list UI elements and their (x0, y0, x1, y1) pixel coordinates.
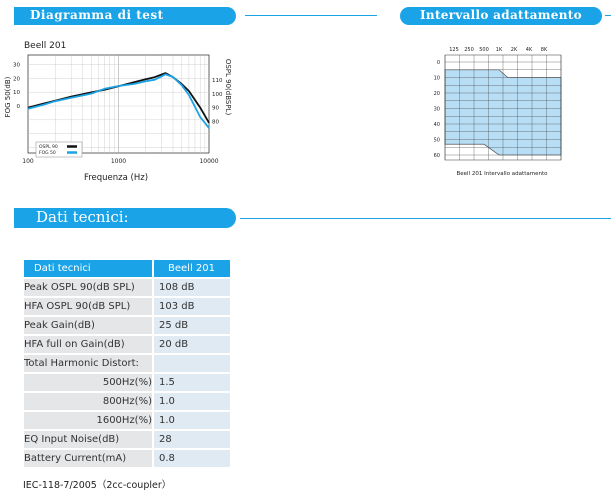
spec-value: 1.0 (152, 412, 230, 429)
section-title: Intervallo adattamento (420, 8, 582, 22)
x-tick-label: 10000 (199, 158, 218, 165)
section-title: Dati tecnici: (36, 208, 129, 226)
spec-label: 1600Hz(%) (24, 412, 152, 429)
chart-title: Beell 201 (24, 41, 66, 51)
table-header-cell: Beell 201 (152, 260, 230, 277)
section-title: Diagramma di test (30, 8, 164, 22)
section-banner-test: Diagramma di test (14, 7, 236, 25)
divider (245, 15, 377, 16)
y-tick-label: 20 (434, 91, 440, 97)
y-tick-label: 50 (434, 138, 440, 144)
y-tick-label: 30 (434, 107, 440, 113)
spec-label: Peak OSPL 90(dB SPL) (24, 279, 152, 296)
spec-value: 0.8 (152, 450, 230, 467)
x-tick-label: 1000 (111, 158, 126, 165)
y-axis-label-left: FOG 50(dB) (4, 76, 12, 117)
x-tick-label: 100 (22, 158, 34, 165)
series-line-ospl-90 (27, 72, 210, 124)
spec-value: 1.0 (152, 393, 230, 410)
table-row: Total Harmonic Distort: (24, 355, 230, 372)
spec-label: Peak Gain(dB) (24, 317, 152, 334)
x-tick-label: 2K (511, 47, 518, 53)
y-tick-label-left: 20 (13, 76, 20, 82)
x-tick-label: 4K (526, 47, 533, 53)
plot-frame (27, 54, 210, 154)
y-tick-label: 10 (434, 76, 440, 82)
chart-legend: OSPL 90 FOG 50 (35, 141, 83, 158)
table-header-cell: Dati tecnici (24, 260, 152, 277)
spec-label: HFA OSPL 90(dB SPL) (24, 298, 152, 315)
y-tick-label-right: 100 (212, 92, 223, 98)
series-line-fog-50 (27, 73, 210, 129)
spec-table: Dati tecnici Beell 201 Peak OSPL 90(dB S… (24, 258, 230, 469)
spec-value: 28 (152, 431, 230, 448)
y-tick-label: 0 (437, 60, 440, 66)
spec-value: 103 dB (152, 298, 230, 315)
y-tick-label: 40 (434, 122, 440, 128)
table-row: HFA full on Gain(dB) 20 dB (24, 336, 230, 353)
y-tick-label-right: 90 (212, 106, 219, 112)
spec-value: 108 dB (152, 279, 230, 296)
table-header-row: Dati tecnici Beell 201 (24, 260, 230, 277)
y-tick-label: 60 (434, 153, 440, 159)
legend-label-fog: FOG 50 (39, 150, 56, 156)
spec-label: EQ Input Noise(dB) (24, 431, 152, 448)
section-banner-specs: Dati tecnici: (14, 208, 236, 228)
table-row: HFA OSPL 90(dB SPL) 103 dB (24, 298, 230, 315)
x-tick-label: 125 (449, 47, 459, 53)
range-chart-caption: Beell 201 Intervallo adattamento (457, 171, 549, 177)
divider (240, 218, 611, 219)
divider (605, 15, 611, 16)
spec-value (152, 355, 230, 372)
spec-value: 25 dB (152, 317, 230, 334)
legend-label-ospl: OSPL 90 (39, 144, 58, 150)
x-axis-label: Frequenza (Hz) (84, 173, 148, 183)
spec-value: 1.5 (152, 374, 230, 391)
y-tick-label-right: 110 (212, 78, 223, 84)
table-row: Peak OSPL 90(dB SPL) 108 dB (24, 279, 230, 296)
x-tick-label: 8K (541, 47, 548, 53)
y-tick-label-left: 30 (13, 63, 20, 69)
table-row: Battery Current(mA) 0.8 (24, 450, 230, 467)
table-row: 1600Hz(%) 1.0 (24, 412, 230, 429)
spec-label: 800Hz(%) (24, 393, 152, 410)
y-tick-label-left: 0 (17, 104, 21, 110)
spec-label: Total Harmonic Distort: (24, 355, 152, 372)
fitting-range-area (444, 69, 562, 156)
table-row: 800Hz(%) 1.0 (24, 393, 230, 410)
table-row: 500Hz(%) 1.5 (24, 374, 230, 391)
table-row: EQ Input Noise(dB) 28 (24, 431, 230, 448)
plot-frame (444, 54, 562, 161)
y-axis-label-right: OSPL 90(dBSPL) (224, 59, 232, 116)
spec-label: 500Hz(%) (24, 374, 152, 391)
spec-value: 20 dB (152, 336, 230, 353)
spec-label: Battery Current(mA) (24, 450, 152, 467)
y-tick-label-left: 10 (13, 90, 20, 96)
spec-label: HFA full on Gain(dB) (24, 336, 152, 353)
section-banner-range: Intervallo adattamento (400, 7, 602, 25)
x-tick-label: 250 (464, 47, 474, 53)
footnote: IEC-118-7/2005（2cc-coupler） (23, 480, 172, 491)
table-row: Peak Gain(dB) 25 dB (24, 317, 230, 334)
y-tick-label-right: 80 (212, 119, 219, 125)
x-tick-label: 1K (496, 47, 503, 53)
x-tick-label: 500 (479, 47, 489, 53)
